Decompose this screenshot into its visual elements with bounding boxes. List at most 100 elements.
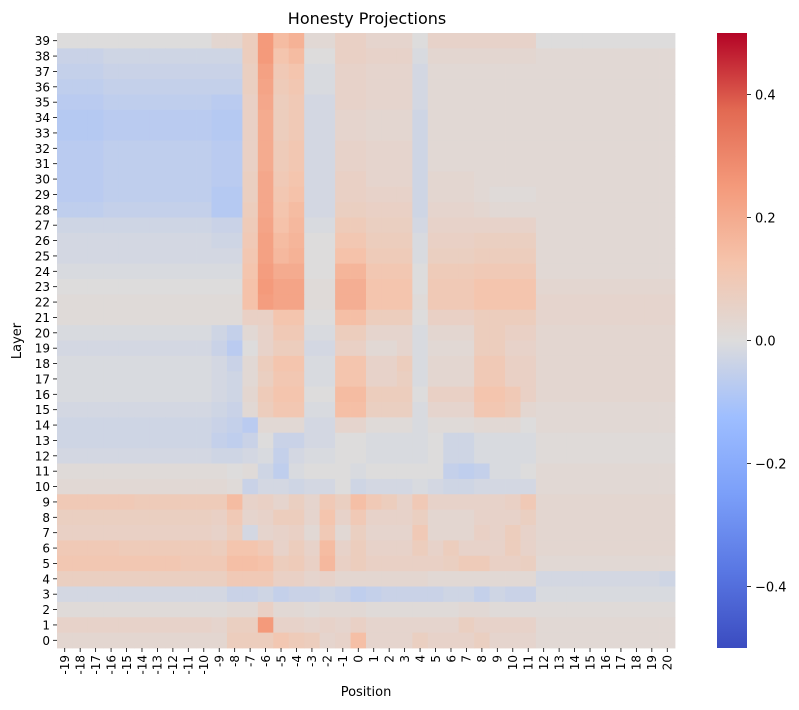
heatmap-cell [288, 309, 305, 326]
heatmap-cell [57, 140, 73, 157]
heatmap-cell [350, 555, 367, 572]
heatmap-cell [242, 279, 259, 295]
heatmap-cell [288, 417, 305, 434]
heatmap-cell [335, 386, 351, 403]
heatmap-cell [474, 555, 490, 572]
heatmap-cell [644, 33, 660, 49]
heatmap-cell [644, 417, 660, 434]
heatmap-cell [505, 325, 521, 341]
heatmap-cell [458, 371, 475, 388]
heatmap-cell [551, 186, 568, 203]
heatmap-cell [520, 109, 537, 126]
heatmap-cell [566, 279, 583, 295]
heatmap-cell [257, 171, 274, 188]
heatmap-cell [644, 125, 660, 142]
heatmap-cell [134, 202, 151, 218]
heatmap-cell [165, 601, 181, 618]
heatmap-cell [659, 494, 676, 511]
heatmap-cell [505, 478, 521, 495]
heatmap-cell [566, 463, 583, 480]
heatmap-cell [335, 571, 351, 587]
heatmap-cell [427, 540, 444, 557]
y-tick-label: 31 [35, 157, 50, 171]
heatmap-cell [242, 402, 259, 418]
heatmap-cell [659, 417, 676, 434]
heatmap-cell [72, 448, 89, 464]
heatmap-cell [304, 632, 321, 649]
heatmap-cell [72, 279, 89, 295]
heatmap-cell [242, 309, 259, 326]
heatmap-cell [165, 140, 181, 157]
heatmap-cell [644, 94, 660, 111]
heatmap-cell [242, 509, 259, 526]
heatmap-cell [381, 79, 398, 95]
heatmap-cell [659, 94, 676, 111]
heatmap-cell [520, 140, 537, 157]
heatmap-cell [335, 140, 351, 157]
heatmap-cell [628, 463, 645, 480]
heatmap-cell [520, 171, 537, 188]
heatmap-cell [628, 478, 645, 495]
heatmap-cell [149, 171, 166, 188]
heatmap-cell [535, 109, 552, 126]
heatmap-cell [659, 525, 676, 541]
heatmap-cell [57, 386, 73, 403]
heatmap-cell [366, 417, 382, 434]
heatmap-cell [242, 617, 259, 634]
heatmap-cell [103, 156, 120, 172]
heatmap-cell [427, 263, 444, 280]
heatmap-cell [613, 478, 630, 495]
heatmap-cell [57, 494, 73, 511]
heatmap-cell [628, 632, 645, 649]
heatmap-cell [489, 586, 506, 603]
heatmap-cell [118, 156, 135, 172]
heatmap-cell [211, 402, 228, 418]
heatmap-cell [180, 94, 197, 111]
heatmap-cell [659, 463, 676, 480]
heatmap-cell [566, 355, 583, 372]
heatmap-cell [288, 125, 305, 142]
heatmap-cell [366, 509, 382, 526]
heatmap-cell [443, 109, 460, 126]
heatmap-cell [180, 601, 197, 618]
heatmap-cell [489, 294, 506, 311]
heatmap-cell [535, 186, 552, 203]
heatmap-cell [196, 386, 212, 403]
heatmap-cell [474, 125, 490, 142]
heatmap-cell [366, 48, 382, 65]
heatmap-cell [474, 325, 490, 341]
heatmap-cell [226, 33, 243, 49]
heatmap-cell [319, 63, 336, 80]
heatmap-cell [613, 540, 630, 557]
heatmap-cell [196, 571, 212, 587]
heatmap-cell [211, 248, 228, 265]
heatmap-cell [87, 555, 104, 572]
heatmap-cell [566, 402, 583, 418]
heatmap-cell [427, 448, 444, 464]
heatmap-cell [381, 156, 398, 172]
heatmap-cell [659, 571, 676, 587]
heatmap-cell [597, 33, 614, 49]
heatmap-cell [57, 340, 73, 357]
heatmap-cell [103, 309, 120, 326]
heatmap-cell [288, 478, 305, 495]
heatmap-cell [427, 309, 444, 326]
heatmap-cell [165, 478, 181, 495]
heatmap-cell [551, 509, 568, 526]
heatmap-cell [659, 402, 676, 418]
heatmap-cell [134, 340, 151, 357]
heatmap-cell [118, 109, 135, 126]
heatmap-cell [489, 217, 506, 234]
heatmap-cell [335, 202, 351, 218]
heatmap-cell [57, 509, 73, 526]
heatmap-cell [103, 571, 120, 587]
heatmap-cell [551, 632, 568, 649]
heatmap-cell [505, 432, 521, 449]
heatmap-cell [381, 540, 398, 557]
heatmap-cell [412, 601, 429, 618]
heatmap-cell [366, 125, 382, 142]
heatmap-cell [226, 432, 243, 449]
heatmap-cell [443, 601, 460, 618]
heatmap-cell [489, 33, 506, 49]
x-tick-label: 5 [429, 655, 443, 663]
